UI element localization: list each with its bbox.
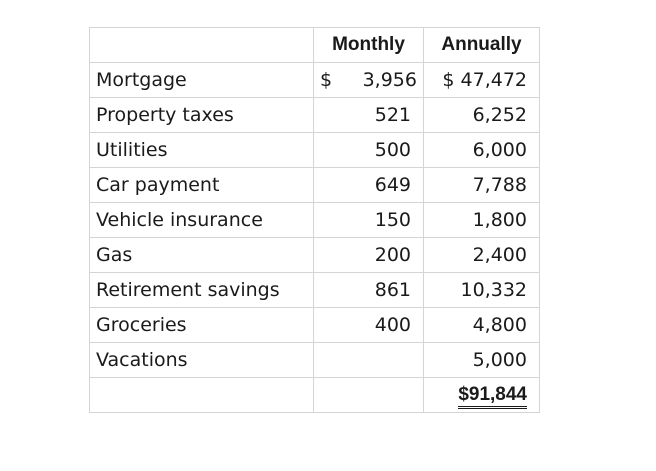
row-annually[interactable]: 6,252 bbox=[423, 97, 540, 133]
table-row: Vehicle insurance 150 1,800 bbox=[89, 202, 540, 238]
row-annually[interactable]: 7,788 bbox=[423, 167, 540, 203]
budget-table: Monthly Annually Mortgage $ 3,956 $ 47,4… bbox=[89, 27, 540, 413]
table-row: Utilities 500 6,000 bbox=[89, 132, 540, 168]
row-annually[interactable]: 5,000 bbox=[423, 342, 540, 378]
header-row: Monthly Annually bbox=[89, 27, 540, 63]
row-label[interactable]: Car payment bbox=[89, 167, 314, 203]
row-label[interactable]: Groceries bbox=[89, 307, 314, 343]
total-value: $91,844 bbox=[458, 384, 527, 409]
table-row: Vacations 5,000 bbox=[89, 342, 540, 378]
table-row: Groceries 400 4,800 bbox=[89, 307, 540, 343]
row-annually[interactable]: 6,000 bbox=[423, 132, 540, 168]
row-label[interactable]: Mortgage bbox=[89, 62, 314, 98]
row-label[interactable]: Gas bbox=[89, 237, 314, 273]
table-row: Gas 200 2,400 bbox=[89, 237, 540, 273]
currency-symbol: $ bbox=[320, 69, 333, 91]
total-label-cell[interactable] bbox=[89, 377, 314, 413]
row-annually[interactable]: 10,332 bbox=[423, 272, 540, 308]
row-label[interactable]: Vehicle insurance bbox=[89, 202, 314, 238]
row-monthly[interactable] bbox=[313, 342, 424, 378]
header-monthly[interactable]: Monthly bbox=[313, 27, 424, 63]
row-label[interactable]: Vacations bbox=[89, 342, 314, 378]
table-row: Mortgage $ 3,956 $ 47,472 bbox=[89, 62, 540, 98]
row-monthly[interactable]: 150 bbox=[313, 202, 424, 238]
table-row: Property taxes 521 6,252 bbox=[89, 97, 540, 133]
total-row: $91,844 bbox=[89, 377, 540, 413]
row-annually[interactable]: 2,400 bbox=[423, 237, 540, 273]
header-empty-cell[interactable] bbox=[89, 27, 314, 63]
row-label[interactable]: Retirement savings bbox=[89, 272, 314, 308]
row-label[interactable]: Utilities bbox=[89, 132, 314, 168]
total-monthly-cell[interactable] bbox=[313, 377, 424, 413]
table-row: Car payment 649 7,788 bbox=[89, 167, 540, 203]
row-annually[interactable]: 1,800 bbox=[423, 202, 540, 238]
row-monthly[interactable]: 400 bbox=[313, 307, 424, 343]
row-monthly[interactable]: $ 3,956 bbox=[313, 62, 424, 98]
row-annually[interactable]: $ 47,472 bbox=[423, 62, 540, 98]
row-monthly[interactable]: 521 bbox=[313, 97, 424, 133]
row-annually[interactable]: 4,800 bbox=[423, 307, 540, 343]
header-annually[interactable]: Annually bbox=[423, 27, 540, 63]
table-row: Retirement savings 861 10,332 bbox=[89, 272, 540, 308]
row-label[interactable]: Property taxes bbox=[89, 97, 314, 133]
row-monthly[interactable]: 200 bbox=[313, 237, 424, 273]
row-monthly[interactable]: 649 bbox=[313, 167, 424, 203]
row-monthly[interactable]: 500 bbox=[313, 132, 424, 168]
row-monthly[interactable]: 861 bbox=[313, 272, 424, 308]
monthly-value: 3,956 bbox=[362, 69, 417, 91]
total-annually[interactable]: $91,844 bbox=[423, 377, 540, 413]
